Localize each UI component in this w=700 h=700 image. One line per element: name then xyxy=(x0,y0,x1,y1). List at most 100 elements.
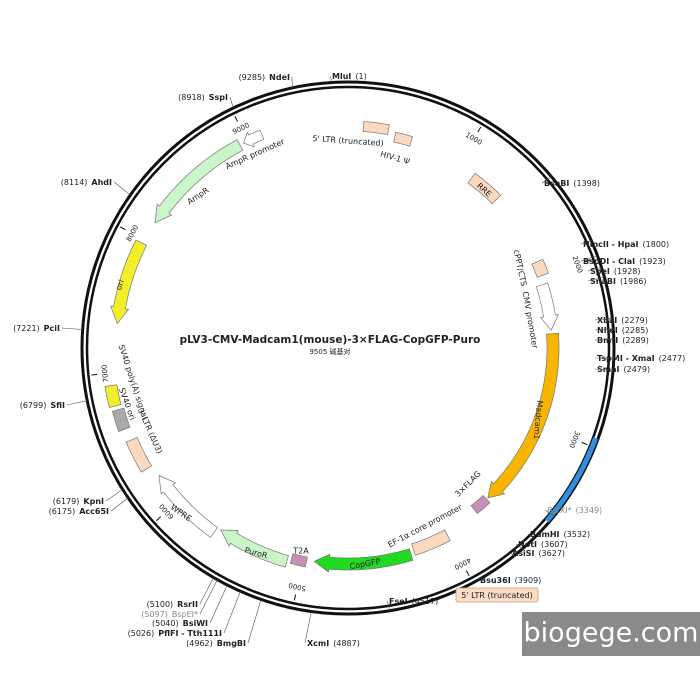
tick xyxy=(119,226,126,231)
site-leader xyxy=(580,240,592,245)
site-leader xyxy=(386,600,391,611)
site-label: NheI (2285) xyxy=(597,326,648,335)
feature-label: cPPT/CTS xyxy=(512,249,529,287)
site-position: (4887) xyxy=(333,639,360,648)
site-position: (6179) xyxy=(53,497,80,506)
tick xyxy=(234,115,238,122)
site-leader xyxy=(594,339,614,341)
site-leader xyxy=(594,368,614,371)
site-label: BspDI - ClaI (1923) xyxy=(583,257,666,266)
site-name: BspDI - ClaI xyxy=(583,257,635,266)
tick xyxy=(581,441,588,446)
site-label: (8918) SspI xyxy=(178,93,228,102)
site-position: (3627) xyxy=(538,549,565,558)
site-leader xyxy=(527,533,535,539)
tick xyxy=(91,373,98,376)
site-leader xyxy=(587,267,602,272)
site-leader xyxy=(105,489,123,502)
feature-label: 5' LTR (truncated) xyxy=(312,134,384,148)
site-name: MluI xyxy=(332,72,351,81)
site-position: (2479) xyxy=(623,365,650,374)
site-label: HincII - HpaI (1800) xyxy=(583,240,669,249)
site-position: (1923) xyxy=(639,257,666,266)
site-position: (8918) xyxy=(178,93,205,102)
feature-label: T2A xyxy=(292,547,309,556)
site-leader xyxy=(580,255,598,262)
site-position: (3349) xyxy=(576,506,603,515)
site-label: (4962) BmgBI xyxy=(186,639,246,648)
tick xyxy=(584,259,591,263)
feature xyxy=(487,332,560,499)
site-label: FseI (4517) xyxy=(389,597,438,606)
site-label: (5040) BsiWI xyxy=(152,619,208,628)
watermark-box xyxy=(522,612,700,656)
site-name: XbaI xyxy=(597,316,617,325)
feature xyxy=(220,529,289,568)
site-position: (6799) xyxy=(20,401,47,410)
site-leader xyxy=(509,552,515,556)
site-leader xyxy=(587,276,605,282)
feature xyxy=(470,495,491,515)
site-position: (5100) xyxy=(147,600,174,609)
site-position: (1928) xyxy=(614,267,641,276)
site-name: NotI xyxy=(518,540,537,549)
site-name: SspI xyxy=(209,93,228,102)
site-leader xyxy=(229,96,234,109)
site-leader xyxy=(199,577,214,605)
feature-label: CMV promoter xyxy=(521,291,540,350)
site-name: AsiSI xyxy=(512,549,534,558)
site-position: (2289) xyxy=(622,336,649,345)
site-label: (6799) SfiI xyxy=(20,401,65,410)
tick-label: 7000 xyxy=(100,364,110,383)
site-leader xyxy=(515,543,523,550)
site-label: (6175) Acc65I xyxy=(49,507,109,516)
feature xyxy=(104,384,122,408)
site-position: (8114) xyxy=(61,178,88,187)
site-name: BsaBI xyxy=(544,179,569,188)
feature xyxy=(111,407,131,432)
feature xyxy=(411,529,451,556)
site-leader xyxy=(541,176,552,184)
site-label: (5026) PflFI - Tth111I xyxy=(128,629,222,638)
site-name: NdeI xyxy=(269,73,290,82)
site-name: PflFI - Tth111I xyxy=(158,629,222,638)
site-position: (3909) xyxy=(515,576,542,585)
site-leader xyxy=(304,611,312,644)
feature xyxy=(467,172,502,205)
site-leader xyxy=(113,181,131,196)
watermark: biogege.com xyxy=(524,618,699,649)
site-name: BsiWI xyxy=(183,619,208,628)
feature xyxy=(154,139,244,224)
site-position: (3607) xyxy=(541,540,568,549)
tick-label: 8000 xyxy=(125,224,140,243)
site-name: FseI xyxy=(389,597,408,606)
site-label: (9285) NdeI xyxy=(239,73,290,82)
boxed-label-box xyxy=(455,587,539,603)
site-label: XcmI (4887) xyxy=(307,639,360,648)
site-position: (2477) xyxy=(659,354,686,363)
site-name: SfiI xyxy=(50,401,65,410)
feature xyxy=(110,239,148,325)
site-label: MluI (1) xyxy=(332,72,367,81)
site-leader xyxy=(61,327,83,330)
site-leader xyxy=(594,328,614,331)
site-label: BsaBI (1398) xyxy=(544,179,600,188)
site-leader xyxy=(594,317,613,321)
site-leader xyxy=(247,599,262,644)
feature xyxy=(289,553,308,568)
feature xyxy=(243,129,265,148)
site-name: BstXI* xyxy=(547,506,572,515)
site-name: AhdI xyxy=(91,178,112,187)
site-name: PciI xyxy=(44,324,60,333)
feature-label: 3×FLAG xyxy=(453,469,482,498)
site-label: Bsu36I (3909) xyxy=(480,576,541,585)
site-leader xyxy=(66,400,88,406)
feature xyxy=(158,474,218,538)
feature-label: ori xyxy=(114,279,126,292)
site-leader xyxy=(199,579,218,615)
site-name: XcmI xyxy=(307,639,329,648)
site-position: (1398) xyxy=(573,179,600,188)
feature xyxy=(531,258,549,278)
backbone-inner xyxy=(85,85,611,611)
site-leader xyxy=(329,75,333,83)
